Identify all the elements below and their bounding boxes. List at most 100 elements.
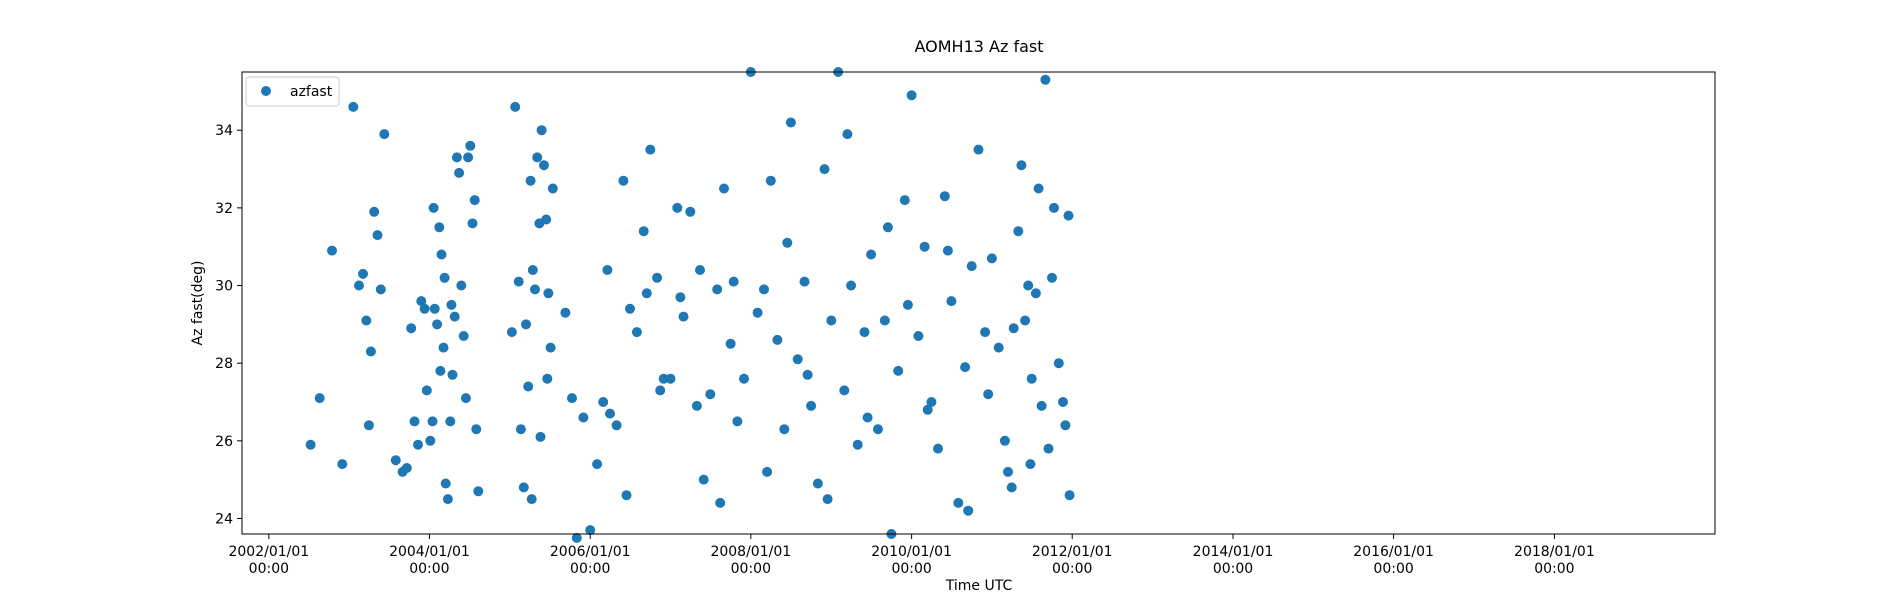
data-point [1013,226,1024,237]
data-point [1058,397,1068,407]
data-point [1036,400,1047,411]
data-points [305,67,1075,543]
data-point [518,482,529,493]
data-point [922,404,933,415]
data-point [526,494,537,505]
data-point [429,303,440,314]
data-point [926,397,937,407]
data-point [939,191,950,202]
data-point [691,400,702,411]
legend: azfast [245,76,340,107]
data-point [539,160,549,171]
data-point [782,237,793,248]
data-point [652,272,663,283]
data-point [1025,459,1036,470]
data-point [530,284,540,295]
data-point [1026,373,1037,384]
data-point [772,334,783,345]
data-point [812,478,823,489]
x-tick-label-time: 00:00 [249,561,289,577]
data-point [1003,466,1013,477]
data-point [435,365,446,376]
data-point [409,416,420,427]
data-point [560,307,571,318]
data-point [598,397,609,407]
data-point [447,369,458,380]
data-point [719,183,729,194]
y-tick-label: 34 [215,123,233,139]
data-point [675,292,686,303]
data-point [510,101,521,112]
data-point [465,140,476,151]
data-point [592,459,603,470]
data-point [759,284,769,295]
x-tick-label-time: 00:00 [731,561,771,577]
data-point [732,416,743,427]
data-point [428,202,439,213]
data-point [705,389,716,400]
y-tick-label: 32 [215,201,233,217]
data-point [521,319,531,330]
data-point [618,175,629,186]
data-point [454,167,465,178]
data-point [672,202,683,213]
data-point [469,195,480,206]
data-point [513,276,524,287]
data-point [605,408,615,419]
data-point [413,439,423,450]
x-tick-label-date: 2002/01/01 [228,544,309,560]
data-point [436,249,447,260]
x-tick-label-date: 2014/01/01 [1193,544,1274,560]
data-point [698,474,709,485]
data-point [913,331,924,341]
data-point [427,416,438,427]
chart-title: AOMH13 Az fast [914,37,1043,56]
y-axis-title: Az fast(deg) [190,261,206,346]
data-point [463,152,474,163]
plot-frame [241,71,1716,535]
data-point [473,486,484,497]
data-point [882,222,893,233]
data-point [946,296,957,307]
data-point [725,338,736,349]
x-axis: 2002/01/0100:002004/01/0100:002006/01/01… [228,534,1595,577]
data-point [973,144,984,155]
data-point [361,315,372,326]
data-point [645,144,656,155]
data-point [1040,74,1051,85]
data-point [460,393,471,404]
data-point [862,412,873,423]
y-tick-label: 24 [215,511,233,527]
data-point [578,412,589,423]
data-point [695,265,705,275]
data-point [839,385,850,396]
data-point [1008,323,1019,334]
data-point [446,299,457,310]
data-point [785,117,796,128]
data-point [358,268,368,279]
data-point [327,245,337,256]
data-point [919,241,930,252]
data-point [859,327,870,338]
legend-box [245,76,340,107]
x-tick-label-date: 2004/01/01 [389,544,470,560]
data-point [879,315,890,326]
data-point [752,307,763,318]
x-tick-label-time: 00:00 [409,561,449,577]
data-point [621,490,632,501]
data-point [762,466,773,477]
data-point [545,342,556,353]
data-point [406,323,417,334]
data-point [806,400,817,411]
data-point [305,439,316,450]
data-point [506,327,517,338]
y-tick-label: 28 [215,356,233,372]
data-point [527,265,538,275]
data-point [739,373,749,384]
data-point [792,354,803,365]
data-point [1053,358,1064,369]
data-point [842,129,853,140]
data-point [372,230,383,241]
data-point [438,342,449,353]
data-point [536,125,547,136]
